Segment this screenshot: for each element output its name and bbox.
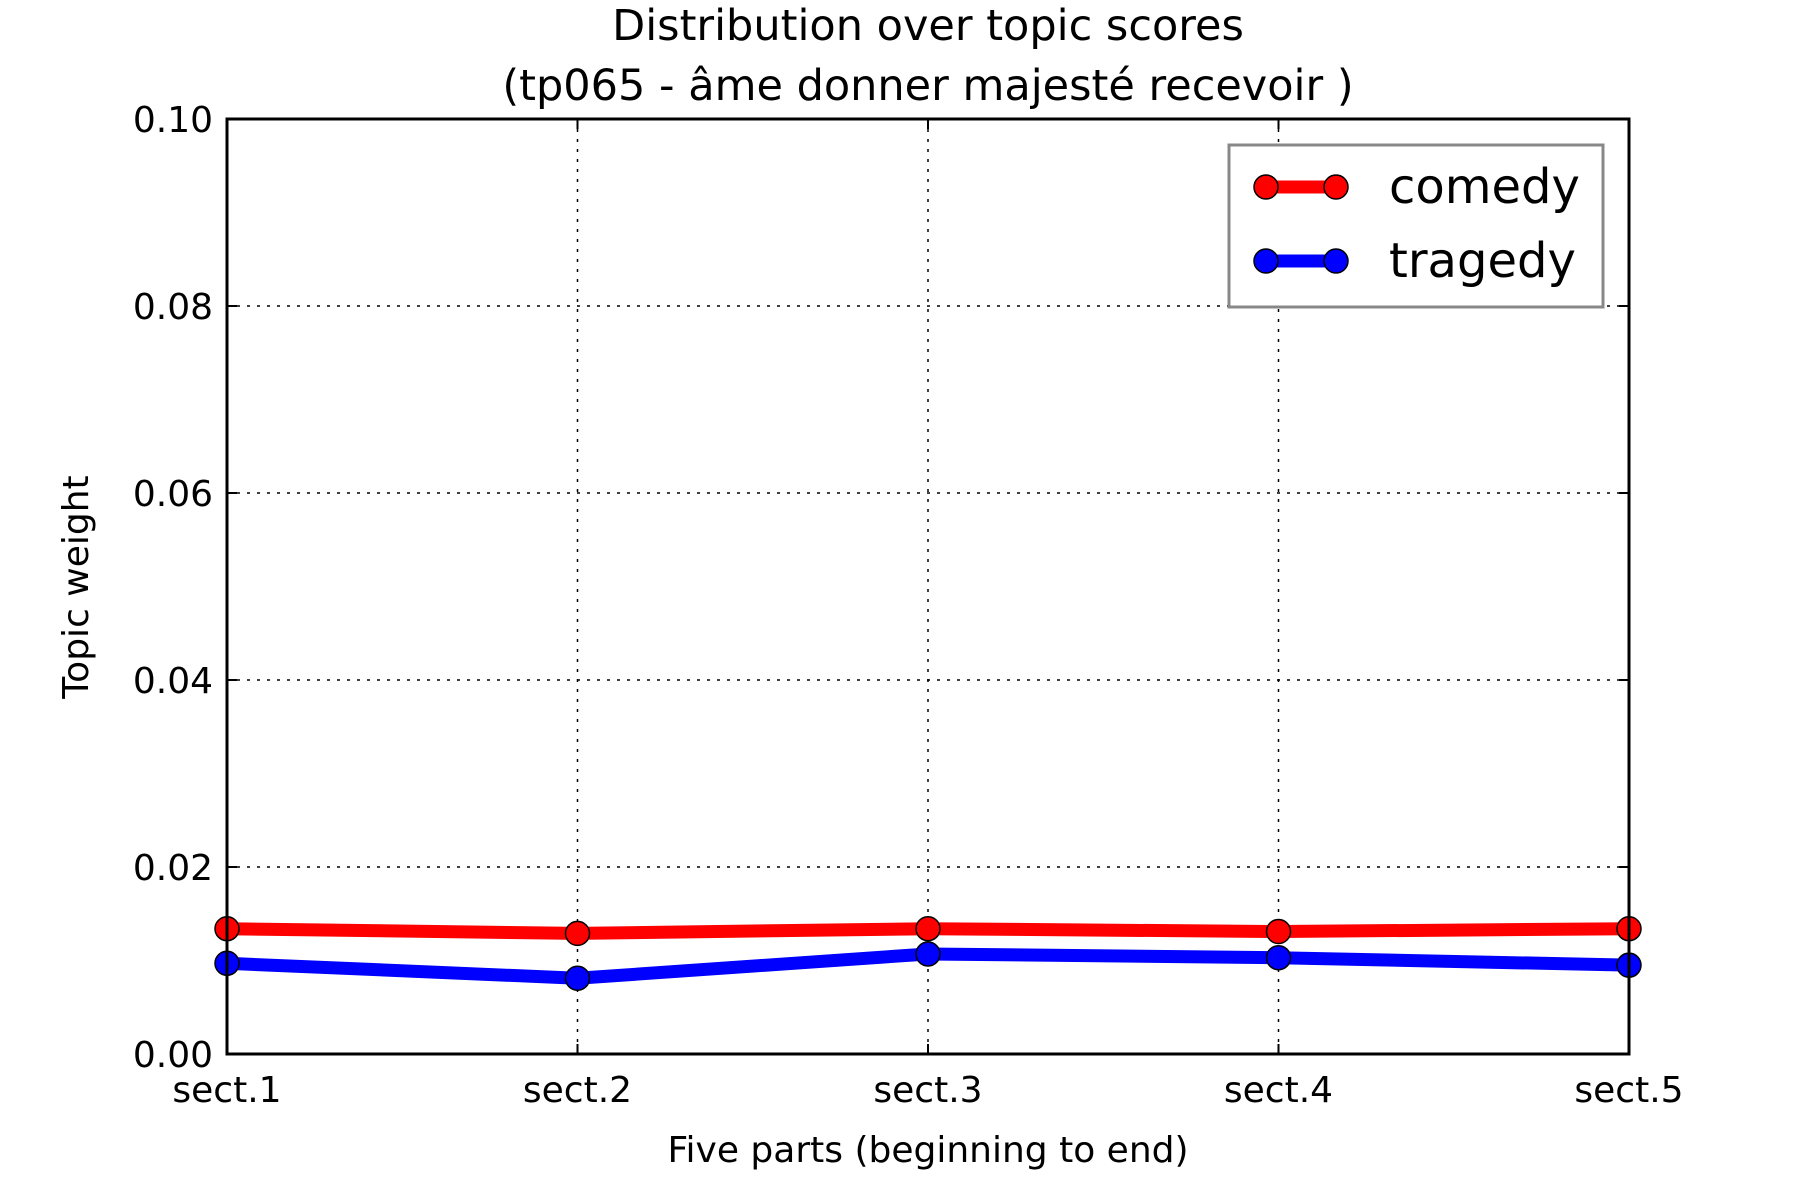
y-tick-label: 0.02 xyxy=(133,848,213,889)
legend-marker-tragedy xyxy=(1253,248,1279,274)
x-tick-label: sect.3 xyxy=(873,1070,982,1111)
legend-marker-comedy xyxy=(1253,174,1279,200)
data-point-tragedy xyxy=(564,965,591,992)
data-point-comedy xyxy=(564,920,591,947)
x-axis-label: Five parts (beginning to end) xyxy=(667,1130,1188,1171)
legend-marker-comedy xyxy=(1323,174,1349,200)
x-tick-label: sect.5 xyxy=(1574,1070,1683,1111)
y-tick-label: 0.06 xyxy=(133,474,213,515)
data-point-tragedy xyxy=(915,941,941,967)
legend-label-comedy: comedy xyxy=(1389,159,1580,215)
chart-subtitle: (tp065 - âme donner majesté recevoir ) xyxy=(502,61,1353,111)
x-tick-label: sect.2 xyxy=(523,1070,632,1111)
data-point-comedy xyxy=(915,915,941,942)
y-axis-label: Topic weight xyxy=(56,475,97,699)
legend-marker-tragedy xyxy=(1323,248,1349,274)
data-point-tragedy xyxy=(1265,944,1292,971)
y-tick-label: 0.10 xyxy=(133,100,213,141)
x-tick-label: sect.1 xyxy=(172,1070,281,1111)
grid xyxy=(227,119,1629,1054)
legend-box xyxy=(1227,143,1605,309)
y-tick-label: 0.00 xyxy=(133,1035,213,1076)
data-point-comedy xyxy=(1265,918,1292,945)
y-tick-label: 0.08 xyxy=(133,287,213,328)
y-tick-label: 0.04 xyxy=(133,661,213,702)
tick-layer: 0.00 0.02 0.04 0.06 0.08 0.10 sect.1 sect.2 sect… xyxy=(133,100,1684,1111)
chart-title: Distribution over topic scores xyxy=(612,1,1244,51)
legend-label-tragedy: tragedy xyxy=(1389,233,1576,289)
legend: comedy tragedy xyxy=(1227,143,1605,309)
series-layer xyxy=(214,915,1642,992)
x-tick-label: sect.4 xyxy=(1224,1070,1333,1111)
